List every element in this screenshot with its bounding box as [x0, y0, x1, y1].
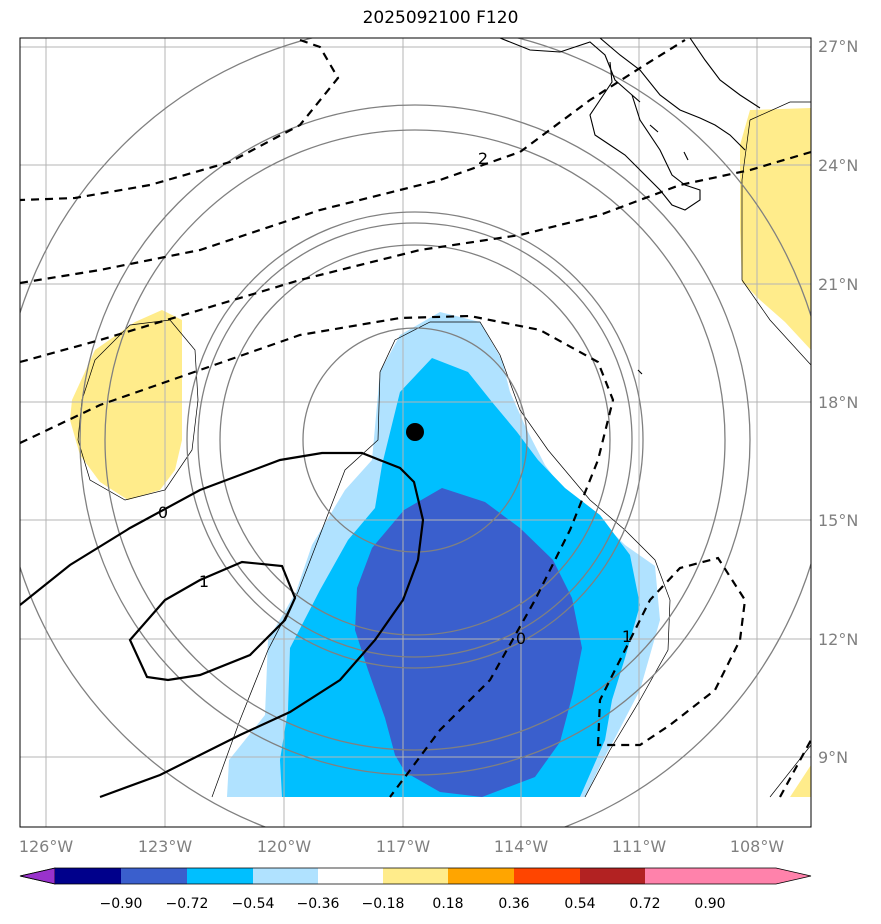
lat-tick-label: 15°N [818, 511, 858, 530]
colorbar-swatch [448, 868, 514, 884]
contour-label-group: 2 0 1 0 1 [158, 149, 632, 648]
colorbar-outline [19, 867, 812, 885]
lon-tick-label: 108°W [730, 837, 785, 856]
contour-label: 0 [158, 503, 168, 522]
lat-tick-label: 21°N [818, 275, 858, 294]
lat-tick-label: 24°N [818, 156, 858, 175]
colorbar-swatch [187, 868, 253, 884]
colorbar-swatch [318, 868, 383, 884]
colorbar-swatch [514, 868, 580, 884]
coastline [499, 38, 761, 375]
graticule [20, 38, 811, 827]
lon-tick-label: 117°W [376, 837, 431, 856]
colorbar-tick-label: 0.90 [694, 896, 725, 912]
lat-tick-label: 12°N [818, 630, 858, 649]
grey-ring-contours [20, 38, 811, 827]
lon-tick-label: 120°W [257, 837, 312, 856]
colorbar-swatch [645, 868, 710, 884]
thin-outline-contours [77, 101, 811, 798]
anomaly-fill-yellow-east [740, 108, 811, 350]
colorbar-tick-label: 0.36 [498, 896, 529, 912]
lon-tick-label: 114°W [494, 837, 549, 856]
colorbar-tick-label: −0.36 [297, 896, 340, 912]
map-area: 2 0 1 0 1 [20, 38, 811, 827]
anomaly-fill-yellow-southeast [790, 765, 811, 797]
colorbar-tick-label: −0.72 [166, 896, 209, 912]
anomaly-fill-royal-blue [355, 488, 582, 797]
colorbar-tick-label: −0.18 [362, 896, 405, 912]
solid-contours [20, 451, 425, 799]
colorbar-tick-label: −0.54 [232, 896, 275, 912]
colorbar-arrow-high [710, 868, 811, 884]
contour-label: 1 [199, 572, 209, 591]
contour-label: 0 [516, 629, 526, 648]
longitude-axis: 126°W 123°W 120°W 117°W 114°W 111°W 108°… [19, 837, 785, 856]
colorbar-swatch [383, 868, 448, 884]
lat-tick-label: 9°N [818, 748, 848, 767]
colorbar-tick-label: 0.18 [432, 896, 463, 912]
lon-tick-label: 111°W [612, 837, 667, 856]
lon-tick-label: 126°W [19, 837, 74, 856]
dashed-contours [20, 38, 811, 798]
colorbar: −0.90 −0.72 −0.54 −0.36 −0.18 0.18 0.36 … [19, 867, 812, 912]
colorbar-swatch [580, 868, 645, 884]
contour-label: 2 [478, 149, 488, 168]
colorbar-tick-label: 0.72 [629, 896, 660, 912]
colorbar-swatch [55, 868, 121, 884]
lat-tick-label: 27°N [818, 37, 858, 56]
colorbar-tick-label: 0.54 [564, 896, 595, 912]
lat-tick-label: 18°N [818, 393, 858, 412]
colorbar-swatch [253, 868, 318, 884]
contour-label: 1 [622, 627, 632, 646]
colorbar-ticks: −0.90 −0.72 −0.54 −0.36 −0.18 0.18 0.36 … [100, 896, 726, 912]
colorbar-arrow-low [19, 867, 56, 885]
anomaly-fill-layer [70, 108, 811, 797]
map-title: 2025092100 F120 [362, 8, 519, 28]
latitude-axis: 27°N 24°N 21°N 18°N 15°N 12°N 9°N [818, 37, 858, 767]
lon-tick-label: 123°W [138, 837, 193, 856]
colorbar-tick-label: −0.90 [100, 896, 143, 912]
colorbar-swatch [121, 868, 187, 884]
storm-center-marker [406, 423, 424, 441]
anomaly-fill-yellow-west [70, 310, 182, 500]
map-frame [19, 37, 812, 828]
